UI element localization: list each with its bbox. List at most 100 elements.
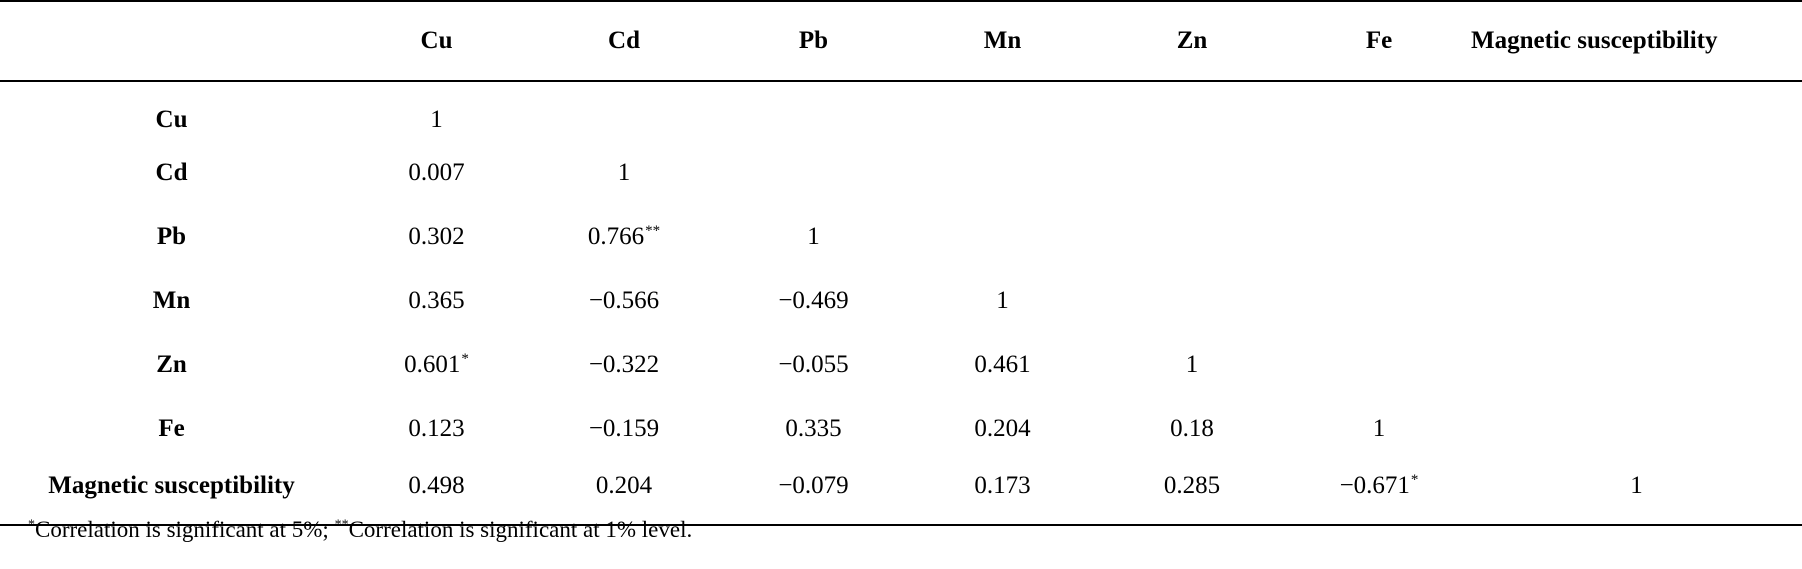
cell-mn-cu: 0.365: [344, 269, 529, 333]
cell-value: 0.204: [595, 472, 653, 499]
table-row-fe: Fe 0.123 −0.159 0.335 0.204 0.18 1: [0, 397, 1802, 461]
cell-magnetic-susceptibility-cu: 0.498: [344, 461, 529, 526]
cell-magnetic-susceptibility-mn: 0.173: [908, 461, 1097, 526]
cell-zn-fe: [1287, 333, 1471, 397]
cell-pb-pb: 1: [719, 205, 908, 269]
cell-fe-cd: −0.159: [529, 397, 719, 461]
cell-cd-cd: 1: [529, 141, 719, 205]
correlation-table: Cu Cd Pb Mn Zn Fe Magnetic susceptibilit…: [0, 0, 1802, 526]
cell-value: 0.007: [408, 159, 465, 186]
cell-mn-zn: [1097, 269, 1287, 333]
table-row-zn: Zn 0.601* −0.322 −0.055 0.461 1: [0, 333, 1802, 397]
cell-magnetic-susceptibility-zn: 0.285: [1097, 461, 1287, 526]
cell-cu-mn: [908, 81, 1097, 141]
cell-value: 1: [807, 223, 820, 250]
cell-fe-cu: 0.123: [344, 397, 529, 461]
row-header-pb: Pb: [156, 223, 187, 250]
cell-value: −0.079: [778, 472, 849, 499]
cell-fe-zn: 0.18: [1097, 397, 1287, 461]
column-header-fe: Fe: [1287, 0, 1471, 82]
corner-cell: [0, 0, 344, 82]
cell-value: −0.159: [588, 415, 660, 442]
cell-value: 0.766: [587, 223, 645, 250]
significance-mark: *: [1410, 471, 1419, 488]
cell-value: 1: [617, 159, 631, 186]
cell-magnetic-susceptibility-pb: −0.079: [719, 461, 908, 526]
table-row-pb: Pb 0.302 0.766** 1: [0, 205, 1802, 269]
cell-magnetic-susceptibility-fe: −0.671*: [1287, 461, 1471, 526]
cell-value: 0.173: [974, 472, 1031, 499]
cell-zn-pb: −0.055: [719, 333, 908, 397]
cell-mn-mn: 1: [908, 269, 1097, 333]
row-header-fe: Fe: [158, 415, 185, 442]
footnote-text-5-percent: Correlation is significant at 5%;: [35, 517, 335, 542]
cell-value: 1: [996, 287, 1009, 314]
cell-value: 0.123: [408, 415, 465, 442]
cell-zn-cu: 0.601*: [344, 333, 529, 397]
significance-mark: *: [461, 350, 469, 367]
footnote-mark-1-percent: **: [334, 517, 349, 533]
correlation-table-container: Cu Cd Pb Mn Zn Fe Magnetic susceptibilit…: [0, 0, 1802, 526]
footnote-text-1-percent: Correlation is significant at 1% level.: [348, 517, 693, 542]
cell-zn-zn: 1: [1097, 333, 1287, 397]
cell-zn-cd: −0.322: [529, 333, 719, 397]
cell-zn-magnetic-susceptibility: [1471, 333, 1802, 397]
cell-value: 0.335: [785, 415, 842, 442]
header-row: Cu Cd Pb Mn Zn Fe Magnetic susceptibilit…: [0, 0, 1802, 82]
cell-cd-fe: [1287, 141, 1471, 205]
cell-zn-mn: 0.461: [908, 333, 1097, 397]
cell-pb-cd: 0.766**: [529, 205, 719, 269]
footnote-mark-5-percent: *: [28, 517, 35, 533]
cell-value: 0.461: [974, 351, 1031, 378]
cell-magnetic-susceptibility-magnetic-susceptibility: 1: [1471, 461, 1802, 526]
cell-fe-fe: 1: [1287, 397, 1471, 461]
cell-fe-pb: 0.335: [719, 397, 908, 461]
cell-value: −0.671: [1339, 472, 1410, 499]
column-header-cu: Cu: [344, 0, 529, 82]
table-body: Cu 1 Cd 0.007 1 Pb 0.302 0.766** 1 Mn 0.365 −0.566−…: [0, 81, 1802, 526]
cell-fe-mn: 0.204: [908, 397, 1097, 461]
cell-pb-fe: [1287, 205, 1471, 269]
cell-cu-cu: 1: [344, 81, 529, 141]
table-row-cd: Cd 0.007 1: [0, 141, 1802, 205]
cell-cd-mn: [908, 141, 1097, 205]
cell-pb-cu: 0.302: [344, 205, 529, 269]
table-footnote: *Correlation is significant at 5%; **Cor…: [28, 517, 692, 543]
cell-value: −0.322: [588, 351, 660, 378]
row-header-cu: Cu: [155, 106, 188, 133]
cell-cu-fe: [1287, 81, 1471, 141]
cell-pb-zn: [1097, 205, 1287, 269]
column-header-mn: Mn: [908, 0, 1097, 82]
row-header-zn: Zn: [156, 351, 187, 378]
cell-mn-magnetic-susceptibility: [1471, 269, 1802, 333]
table-row-mn: Mn 0.365 −0.566 −0.469 1: [0, 269, 1802, 333]
cell-value: 1: [1630, 472, 1643, 499]
cell-mn-fe: [1287, 269, 1471, 333]
row-header-magnetic-susceptibility: Magnetic susceptibility: [0, 461, 344, 526]
cell-value: −0.469: [778, 287, 849, 314]
cell-pb-magnetic-susceptibility: [1471, 205, 1802, 269]
table-row-cu: Cu 1: [0, 81, 1802, 141]
cell-cu-pb: [719, 81, 908, 141]
cell-value: 1: [430, 106, 443, 133]
cell-value: −0.055: [778, 351, 849, 378]
cell-cd-pb: [719, 141, 908, 205]
cell-value: −0.566: [588, 287, 660, 314]
cell-value: 0.285: [1163, 472, 1221, 499]
cell-value: 0.498: [408, 472, 465, 499]
cell-value: 0.302: [408, 223, 465, 250]
cell-value: 0.365: [408, 287, 465, 314]
cell-mn-pb: −0.469: [719, 269, 908, 333]
cell-value: 1: [1372, 415, 1386, 442]
cell-pb-mn: [908, 205, 1097, 269]
column-header-zn: Zn: [1097, 0, 1287, 82]
cell-value: 0.204: [974, 415, 1031, 442]
cell-cu-cd: [529, 81, 719, 141]
cell-magnetic-susceptibility-cd: 0.204: [529, 461, 719, 526]
significance-mark: **: [645, 222, 661, 239]
row-header-mn: Mn: [152, 287, 191, 314]
cell-mn-cd: −0.566: [529, 269, 719, 333]
cell-value: 0.601: [404, 351, 461, 378]
column-header-magnetic-susceptibility: Magnetic susceptibility: [1471, 0, 1802, 82]
cell-cd-cu: 0.007: [344, 141, 529, 205]
